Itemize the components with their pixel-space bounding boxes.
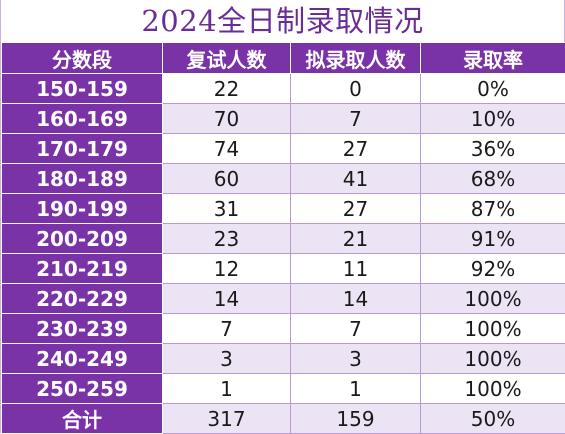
table-row: 210-219 12 11 92% xyxy=(2,254,565,284)
admit-rate-cell: 100% xyxy=(421,344,565,374)
retest-count-cell: 22 xyxy=(163,74,291,104)
admit-count-cell: 3 xyxy=(291,344,421,374)
admission-table: 分数段 复试人数 拟录取人数 录取率 150-159 22 0 0% 160-1… xyxy=(1,42,565,434)
score-range-cell: 240-249 xyxy=(2,344,163,374)
retest-count-cell: 3 xyxy=(163,344,291,374)
total-row: 合计 317 159 50% xyxy=(2,404,565,434)
table-row: 170-179 74 27 36% xyxy=(2,134,565,164)
total-rate-cell: 50% xyxy=(421,404,565,434)
table-row: 240-249 3 3 100% xyxy=(2,344,565,374)
retest-count-cell: 31 xyxy=(163,194,291,224)
table-row: 150-159 22 0 0% xyxy=(2,74,565,104)
admit-count-cell: 1 xyxy=(291,374,421,404)
table-row: 230-239 7 7 100% xyxy=(2,314,565,344)
table-row: 200-209 23 21 91% xyxy=(2,224,565,254)
admit-count-cell: 0 xyxy=(291,74,421,104)
retest-count-cell: 1 xyxy=(163,374,291,404)
sheet-title: 2024全日制录取情况 xyxy=(1,0,564,42)
total-label-cell: 合计 xyxy=(2,404,163,434)
admit-count-cell: 27 xyxy=(291,194,421,224)
score-range-cell: 250-259 xyxy=(2,374,163,404)
admit-count-cell: 27 xyxy=(291,134,421,164)
score-range-cell: 210-219 xyxy=(2,254,163,284)
table-row: 190-199 31 27 87% xyxy=(2,194,565,224)
score-range-cell: 150-159 xyxy=(2,74,163,104)
retest-count-cell: 7 xyxy=(163,314,291,344)
admit-rate-cell: 100% xyxy=(421,374,565,404)
table-row: 160-169 70 7 10% xyxy=(2,104,565,134)
admit-count-cell: 41 xyxy=(291,164,421,194)
header-admit-count: 拟录取人数 xyxy=(291,43,421,74)
score-range-cell: 200-209 xyxy=(2,224,163,254)
admit-rate-cell: 87% xyxy=(421,194,565,224)
admit-rate-cell: 0% xyxy=(421,74,565,104)
retest-count-cell: 74 xyxy=(163,134,291,164)
header-row: 分数段 复试人数 拟录取人数 录取率 xyxy=(2,43,565,74)
score-range-cell: 170-179 xyxy=(2,134,163,164)
retest-count-cell: 70 xyxy=(163,104,291,134)
admit-rate-cell: 100% xyxy=(421,314,565,344)
retest-count-cell: 12 xyxy=(163,254,291,284)
admit-rate-cell: 100% xyxy=(421,284,565,314)
retest-count-cell: 14 xyxy=(163,284,291,314)
table-row: 250-259 1 1 100% xyxy=(2,374,565,404)
retest-count-cell: 60 xyxy=(163,164,291,194)
admit-count-cell: 7 xyxy=(291,104,421,134)
table-row: 220-229 14 14 100% xyxy=(2,284,565,314)
admit-rate-cell: 36% xyxy=(421,134,565,164)
admit-count-cell: 7 xyxy=(291,314,421,344)
header-retest-count: 复试人数 xyxy=(163,43,291,74)
table-row: 180-189 60 41 68% xyxy=(2,164,565,194)
admit-count-cell: 21 xyxy=(291,224,421,254)
admit-rate-cell: 10% xyxy=(421,104,565,134)
admit-rate-cell: 92% xyxy=(421,254,565,284)
score-range-cell: 180-189 xyxy=(2,164,163,194)
header-admit-rate: 录取率 xyxy=(421,43,565,74)
total-retest-cell: 317 xyxy=(163,404,291,434)
admit-count-cell: 11 xyxy=(291,254,421,284)
score-range-cell: 230-239 xyxy=(2,314,163,344)
score-range-cell: 160-169 xyxy=(2,104,163,134)
score-range-cell: 190-199 xyxy=(2,194,163,224)
retest-count-cell: 23 xyxy=(163,224,291,254)
total-admit-cell: 159 xyxy=(291,404,421,434)
admit-count-cell: 14 xyxy=(291,284,421,314)
score-range-cell: 220-229 xyxy=(2,284,163,314)
admit-rate-cell: 91% xyxy=(421,224,565,254)
admit-rate-cell: 68% xyxy=(421,164,565,194)
header-score-range: 分数段 xyxy=(2,43,163,74)
